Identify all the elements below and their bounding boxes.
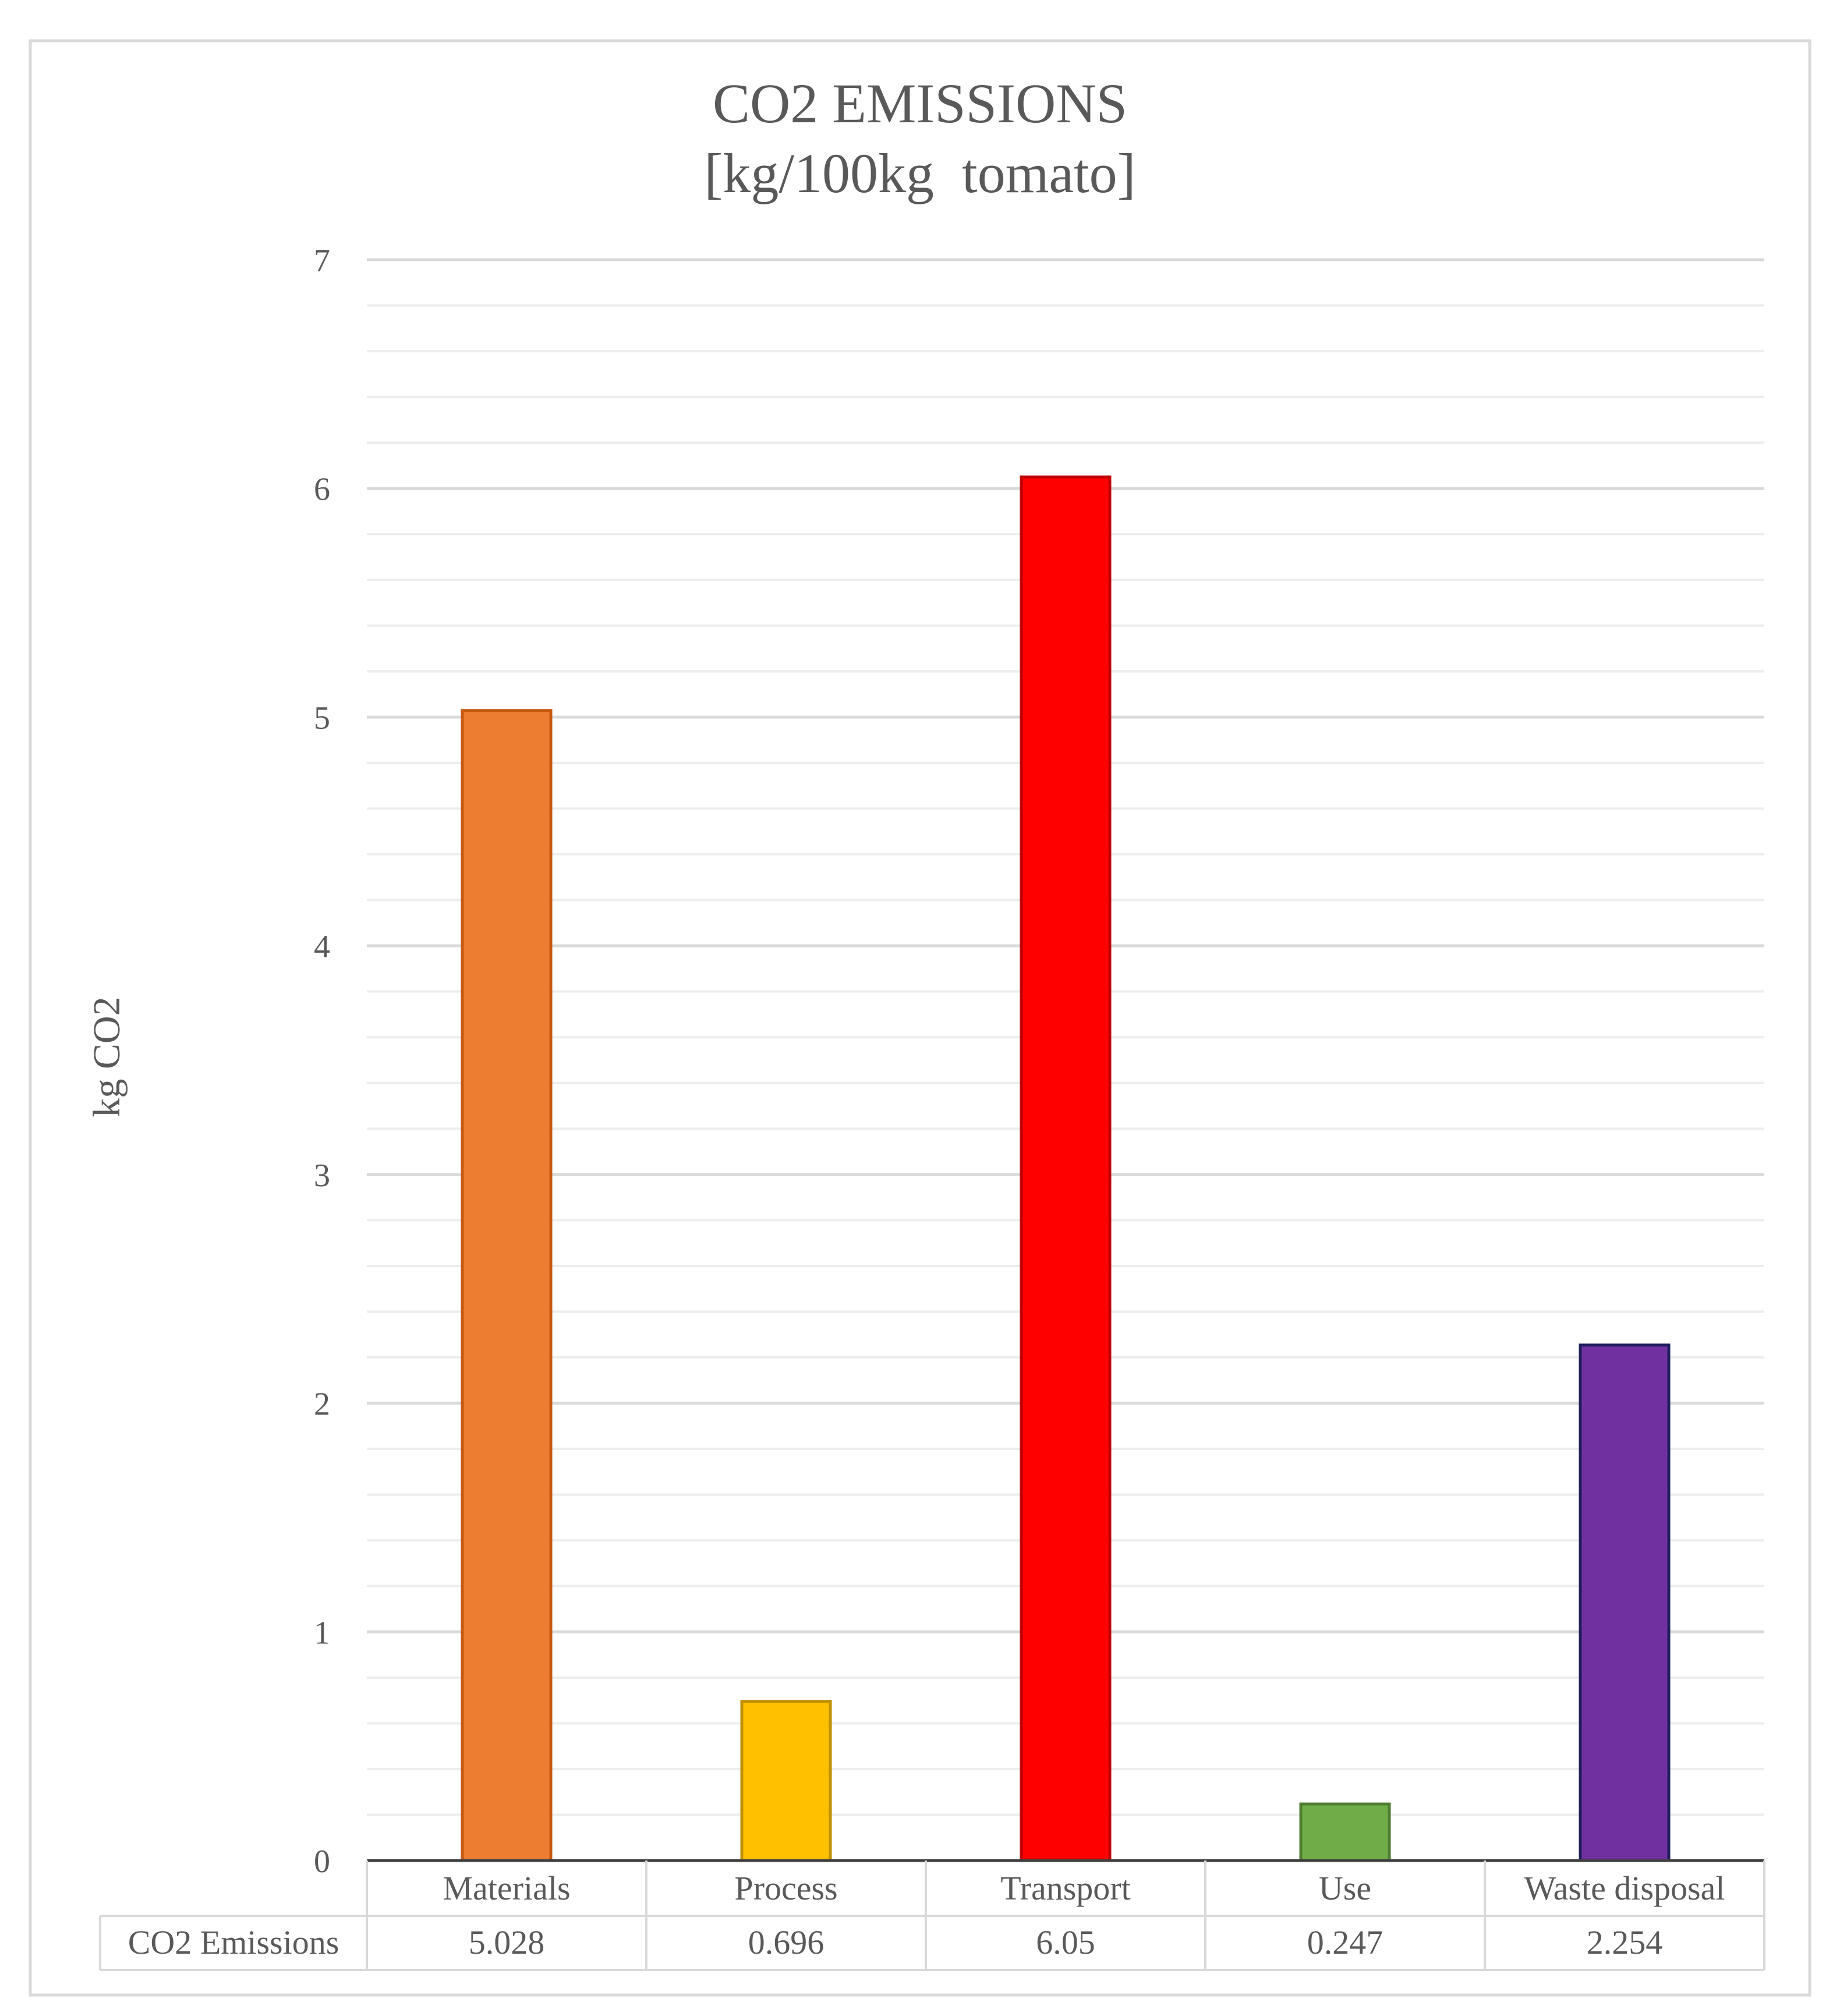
chart-title: CO2 EMISSIONS — [713, 72, 1127, 135]
y-tick-label: 5 — [314, 700, 330, 736]
x-category-label: Waste disposal — [1524, 1869, 1725, 1907]
y-tick-label: 6 — [314, 472, 330, 508]
bar-use — [1299, 1802, 1391, 1862]
table-value-cell: 6.05 — [1036, 1923, 1095, 1961]
bar-materials — [461, 709, 553, 1862]
chart-subtitle: [kg/100kg tomato] — [704, 142, 1135, 204]
y-axis-tick-labels: 0 1 2 3 4 5 6 7 — [314, 243, 330, 1880]
bars — [461, 475, 1671, 1862]
y-tick-label: 4 — [314, 929, 330, 965]
table-value-cell: 5.028 — [469, 1923, 545, 1961]
y-tick-label: 0 — [314, 1844, 330, 1880]
data-table: Materials Process Transport Use Waste dispos… — [99, 1859, 1765, 1971]
y-tick-label: 1 — [314, 1615, 330, 1651]
chart-frame — [29, 39, 1811, 1997]
y-tick-label: 2 — [314, 1387, 330, 1423]
x-category-label: Transport — [1000, 1869, 1130, 1907]
y-tick-label: 3 — [314, 1158, 330, 1194]
bar-process — [740, 1700, 832, 1862]
y-axis-label: kg CO2 — [86, 996, 128, 1117]
table-value-cell: 0.696 — [748, 1923, 825, 1961]
table-series-name: CO2 Emissions — [128, 1923, 339, 1961]
bar-waste-disposal — [1579, 1343, 1671, 1862]
table-value-cell: 2.254 — [1587, 1923, 1663, 1961]
table-value-cell: 0.247 — [1307, 1923, 1383, 1961]
x-category-label: Use — [1319, 1869, 1371, 1907]
x-category-label: Process — [734, 1869, 837, 1907]
x-category-label: Materials — [443, 1869, 570, 1907]
bar-transport — [1020, 475, 1112, 1862]
y-tick-label: 7 — [314, 243, 330, 279]
